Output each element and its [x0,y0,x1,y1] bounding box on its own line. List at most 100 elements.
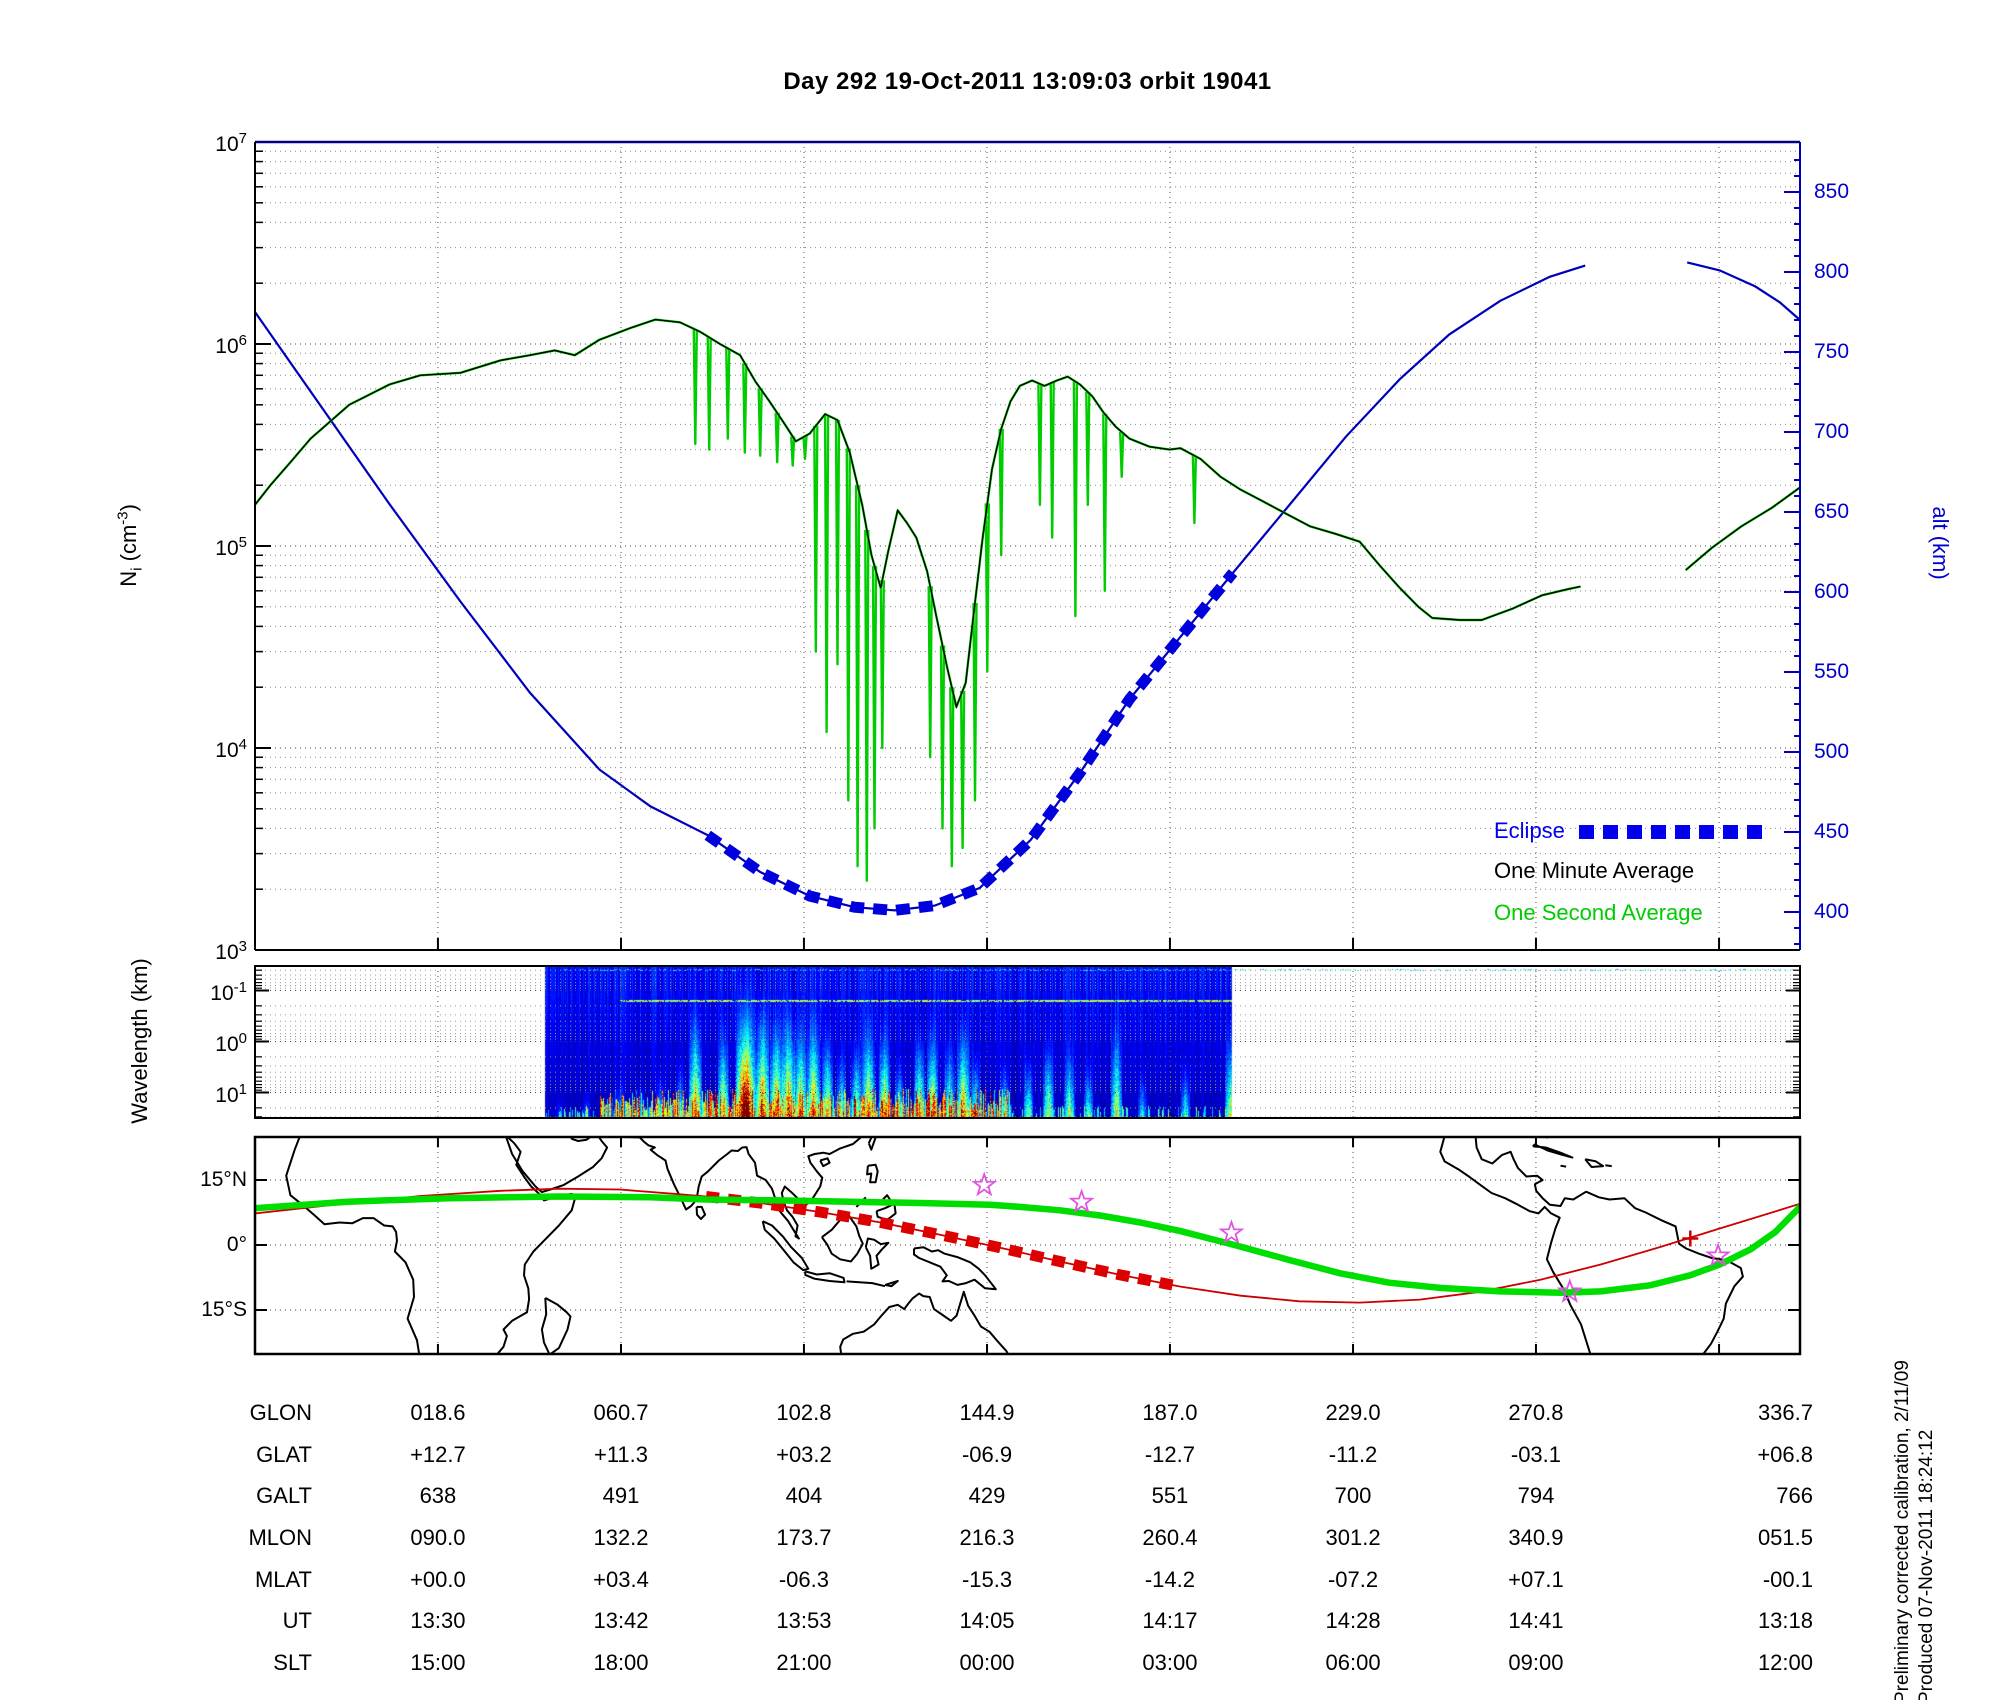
table-cell: 270.8 [1508,1400,1564,1425]
table-cell: -15.3 [961,1567,1013,1592]
eclipse-dash-swatch [1578,825,1769,840]
density-tick-label: 106 [215,332,247,358]
table-row-label-mlat: MLAT [254,1567,312,1592]
table-cell: +07.1 [1508,1567,1564,1592]
table-cell: 060.7 [593,1400,649,1425]
map-lat-label: 15°N [200,1168,247,1191]
table-cell: -14.2 [1144,1567,1196,1592]
table-cell: 051.5 [1757,1525,1813,1550]
legend-eclipse: Eclipse [1494,818,1769,844]
legend-one-minute: One Minute Average [1494,858,1694,884]
table-cell: 13:30 [410,1608,466,1633]
table-cell: 187.0 [1142,1400,1198,1425]
table-cell: 766 [1776,1483,1813,1508]
altitude-tick-label: 550 [1814,660,1850,683]
wavelength-axis-label: Wavelength (km) [127,958,152,1124]
table-cell: 00:00 [959,1650,1015,1675]
table-cell: 21:00 [776,1650,832,1675]
star-marker [1705,1242,1732,1267]
star-marker [971,1171,998,1197]
legend-one-minute-label: One Minute Average [1494,858,1695,883]
altitude-tick-label: 700 [1814,420,1850,443]
wavelength-tick-label: 100 [215,1029,247,1056]
table-cell: -12.7 [1144,1442,1196,1467]
legend-eclipse-label: Eclipse [1494,818,1565,843]
star-marker [1556,1278,1583,1303]
wavelength-tick-label: 10-1 [210,978,247,1005]
table-cell: 018.6 [410,1400,466,1425]
altitude-tick-label: 750 [1814,340,1850,363]
table-row-label-ut: UT [282,1608,312,1633]
altitude-tick-label: 450 [1814,820,1850,843]
table-cell: 14:28 [1325,1608,1381,1633]
table-cell: 700 [1334,1483,1372,1508]
table-cell: +03.2 [776,1442,832,1467]
wavelength-spectrogram-image [256,967,1799,1117]
altitude-tick-label: 850 [1814,180,1850,203]
table-cell: 216.3 [959,1525,1015,1550]
table-cell: 132.2 [593,1525,649,1550]
production-note: Preliminary corrected calibration, 2/11/… [1891,1238,1939,1700]
altitude-axis-label: alt (km) [1928,506,1953,580]
star-marker [1218,1219,1245,1245]
note-calibration: Preliminary corrected calibration, 2/11/… [1892,1360,1913,1700]
legend-one-second-label: One Second Average [1494,900,1703,925]
table-cell: 301.2 [1325,1525,1381,1550]
page-title: Day 292 19-Oct-2011 13:09:03 orbit 19041 [783,68,1272,95]
note-produced: Produced 07-Nov-2011 18:24:12 [1916,1429,1937,1700]
table-cell: 229.0 [1325,1400,1381,1425]
wavelength-tick-label: 101 [215,1080,247,1107]
table-cell: 794 [1517,1483,1555,1508]
table-cell: 13:42 [593,1608,649,1633]
table-cell: 090.0 [410,1525,466,1550]
table-cell: -03.1 [1510,1442,1562,1467]
table-cell: 15:00 [410,1650,466,1675]
altitude-tick-label: 800 [1814,260,1850,283]
world-map [256,1138,1799,1353]
table-cell: 551 [1151,1483,1189,1508]
density-tick-label: 105 [215,534,247,560]
table-cell: 12:00 [1757,1650,1813,1675]
table-cell: +06.8 [1757,1442,1813,1467]
altitude-tick-label: 650 [1814,500,1850,523]
table-cell: 18:00 [593,1650,649,1675]
table-cell: 09:00 [1508,1650,1564,1675]
density-tick-label: 104 [215,736,247,762]
table-cell: 102.8 [776,1400,832,1425]
table-row-label-glon: GLON [249,1400,312,1425]
table-cell: -06.3 [778,1567,830,1592]
table-cell: 13:18 [1757,1608,1813,1633]
density-axis-label: Ni (cm-3) [114,504,146,587]
table-cell: 14:17 [1142,1608,1198,1633]
table-row-label-slt: SLT [273,1650,312,1675]
table-cell: 404 [785,1483,823,1508]
table-row-label-galt: GALT [256,1483,312,1508]
table-cell: +03.4 [593,1567,649,1592]
table-cell: 13:53 [776,1608,832,1633]
table-row-label-mlon: MLON [248,1525,312,1550]
table-cell: 14:41 [1508,1608,1564,1633]
map-lat-label: 0° [226,1233,247,1256]
table-cell: 06:00 [1325,1650,1381,1675]
legend-one-second: One Second Average [1494,900,1703,926]
table-cell: -11.2 [1328,1442,1378,1467]
altitude-tick-label: 500 [1814,740,1850,763]
table-cell: 491 [602,1483,640,1508]
table-cell: 03:00 [1142,1650,1198,1675]
density-tick-label: 107 [215,130,247,156]
table-cell: +00.0 [410,1567,466,1592]
table-cell: 429 [968,1483,1006,1508]
table-row-label-glat: GLAT [256,1442,312,1467]
table-cell: 260.4 [1142,1525,1198,1550]
table-cell: +11.3 [593,1442,649,1467]
density-tick-label: 103 [215,938,247,964]
table-cell: 14:05 [959,1608,1015,1633]
table-cell: +12.7 [410,1442,466,1467]
table-cell: -07.2 [1327,1567,1379,1592]
table-cell: 173.7 [776,1525,832,1550]
table-cell: -00.1 [1762,1567,1813,1592]
altitude-tick-label: 400 [1814,900,1850,923]
map-lat-label: 15°S [201,1297,247,1321]
table-cell: 336.7 [1757,1400,1813,1425]
